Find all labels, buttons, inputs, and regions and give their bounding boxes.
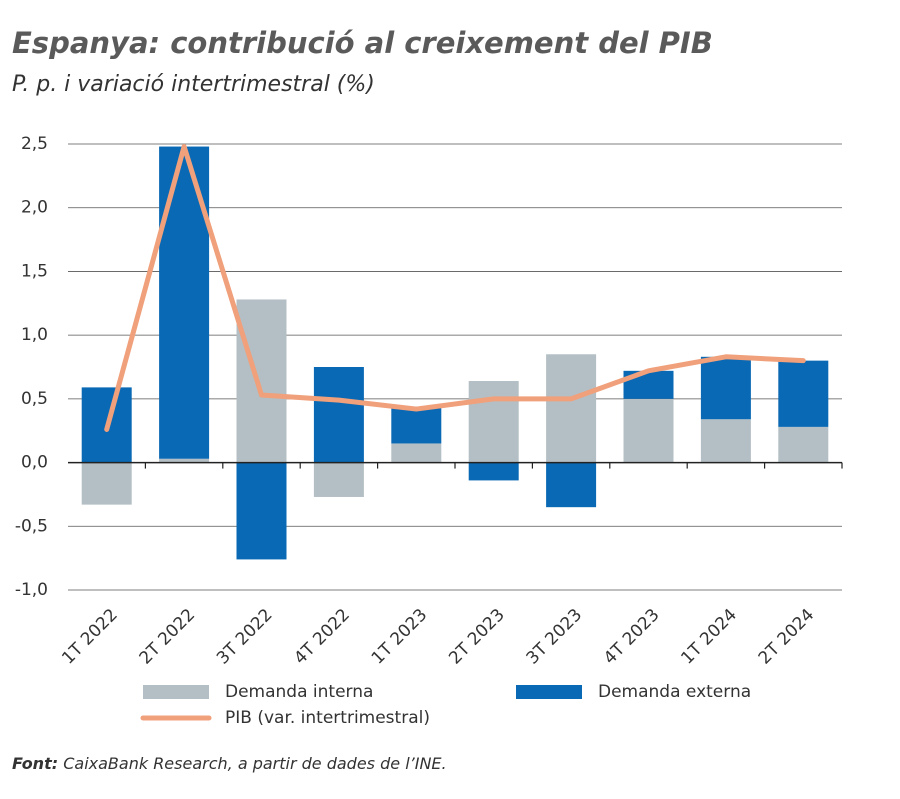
bar [236,299,287,463]
y-tick-label: -0,5 [15,516,48,536]
bar [623,398,674,463]
bar [159,146,210,459]
line [104,144,806,432]
x-tick-label: 4T 2023 [600,605,664,669]
y-tick-label: 0,5 [21,389,48,409]
bar [546,354,597,463]
bar [236,462,287,560]
legend-label: PIB (var. intertrimestral) [225,708,430,728]
x-tick-label: 2T 2024 [755,605,819,669]
x-tick-label: 1T 2023 [368,605,432,669]
x-tick-label: 1T 2024 [677,605,741,669]
source: Font: CaixaBank Research, a partir de da… [12,754,447,773]
x-tick-label: 1T 2022 [58,605,122,669]
bar [391,443,442,463]
bar [546,462,597,508]
bar [313,367,364,463]
bar [778,360,829,427]
y-tick-label: 1,5 [21,261,48,281]
y-tick-label: -1,0 [15,580,48,600]
bar [159,458,210,463]
y-tick-label: 2,0 [21,198,48,218]
x-tick-label: 4T 2022 [290,605,354,669]
source-text: CaixaBank Research, a partir de dades de… [63,754,446,773]
legend-swatch [516,685,582,699]
bar [468,381,519,463]
chart-subtitle: P. p. i variació intertrimestral (%) [12,72,375,97]
bar [391,406,442,444]
x-tick-label: 2T 2023 [445,605,509,669]
x-tick-label: 2T 2022 [136,605,200,669]
y-tick-label: 2,5 [21,134,48,154]
y-tick-label: 1,0 [21,325,48,345]
bar [81,462,132,505]
chart-title: Espanya: contribució al creixement del P… [12,26,713,60]
legend-label: Demanda externa [598,682,751,702]
y-tick-label: 0,0 [21,453,48,473]
bar [700,356,751,420]
bar [468,462,519,481]
legend-swatch [143,685,209,699]
bar [778,426,829,463]
x-tick-label: 3T 2022 [213,605,277,669]
legend-label: Demanda interna [225,682,373,702]
bar [313,462,364,497]
bar [700,419,751,463]
source-label: Font: [12,754,58,773]
x-tick-label: 3T 2023 [523,605,587,669]
